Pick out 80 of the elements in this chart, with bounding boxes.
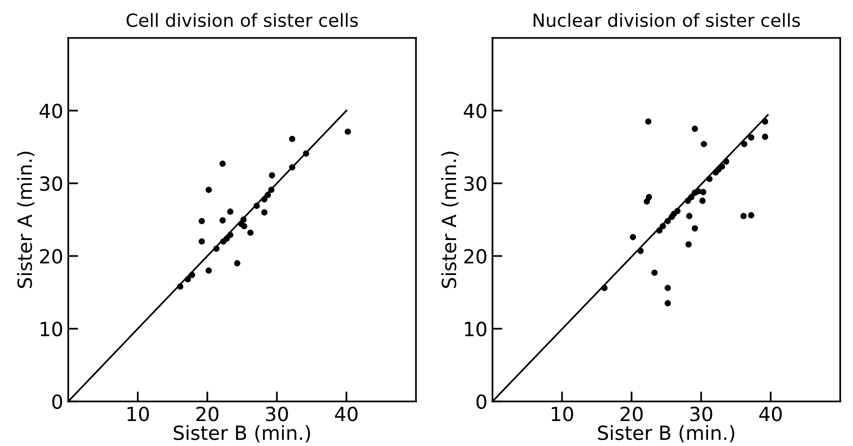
point <box>645 118 652 125</box>
x-tick-label: 20 <box>196 406 218 422</box>
x-tick-label: 30 <box>690 406 712 422</box>
point <box>718 163 726 170</box>
y-tick-label: 0 <box>476 394 486 410</box>
point <box>220 160 226 167</box>
point <box>741 140 748 148</box>
point <box>684 198 692 204</box>
point <box>268 186 274 193</box>
point <box>261 209 268 216</box>
point <box>302 150 310 157</box>
point <box>206 186 212 193</box>
point <box>630 234 636 240</box>
point <box>664 284 671 292</box>
point <box>674 208 681 214</box>
point <box>184 276 191 282</box>
point <box>664 218 671 224</box>
y-tick-label: 20 <box>464 248 486 264</box>
point <box>268 172 276 178</box>
point <box>706 176 713 182</box>
y-tick-label: 40 <box>464 104 486 118</box>
x-axis-title: Sister B (min.) <box>598 425 734 442</box>
point <box>289 136 296 142</box>
y-axis-title: Sister A (min.) <box>441 152 459 288</box>
point <box>700 140 707 148</box>
point <box>227 232 234 238</box>
point <box>344 128 351 135</box>
point <box>740 212 747 220</box>
point <box>762 118 768 125</box>
point <box>289 164 296 170</box>
point <box>656 227 662 234</box>
x-tick-label: 20 <box>620 406 643 422</box>
point <box>247 230 254 236</box>
point <box>198 218 205 224</box>
point <box>700 188 706 196</box>
point <box>692 126 698 132</box>
point <box>234 260 240 266</box>
y-tick-label: 10 <box>40 322 62 336</box>
y-axis-title: Sister A (min.) <box>17 152 34 288</box>
point <box>198 238 205 245</box>
point <box>685 241 692 248</box>
point <box>646 194 652 200</box>
point <box>686 212 692 220</box>
point <box>651 270 658 276</box>
point <box>660 223 666 230</box>
point <box>261 196 268 202</box>
x-tick-label: 40 <box>335 406 358 422</box>
point <box>254 202 260 209</box>
point <box>723 158 730 165</box>
x-tick-label: 10 <box>128 406 149 422</box>
y-tick-label: 30 <box>40 176 62 191</box>
y-tick-label: 10 <box>465 322 486 336</box>
x-tick-label: 40 <box>759 406 782 422</box>
point <box>692 225 698 232</box>
point <box>748 212 754 218</box>
point <box>213 246 220 252</box>
point <box>748 134 754 141</box>
x-tick-label: 30 <box>266 406 288 422</box>
chart-title: Cell division of sister cells <box>126 13 358 28</box>
point <box>664 300 671 306</box>
x-axis-title: Sister B (min.) <box>174 425 310 442</box>
point <box>240 216 247 223</box>
y-tick-label: 40 <box>40 104 62 118</box>
point <box>227 208 234 215</box>
chart-title: Nuclear division of sister cells <box>534 13 800 28</box>
point <box>699 198 706 204</box>
point <box>206 267 212 274</box>
point <box>177 283 184 290</box>
point <box>762 134 768 140</box>
point <box>601 284 608 292</box>
point <box>264 192 271 198</box>
point <box>688 194 694 200</box>
y-tick-label: 30 <box>464 176 486 191</box>
y-tick-label: 0 <box>52 394 62 410</box>
point <box>220 217 226 224</box>
point <box>241 223 248 230</box>
point <box>188 272 196 278</box>
point <box>638 248 644 254</box>
y-tick-label: 20 <box>40 248 62 264</box>
x-tick-label: 10 <box>552 406 574 422</box>
